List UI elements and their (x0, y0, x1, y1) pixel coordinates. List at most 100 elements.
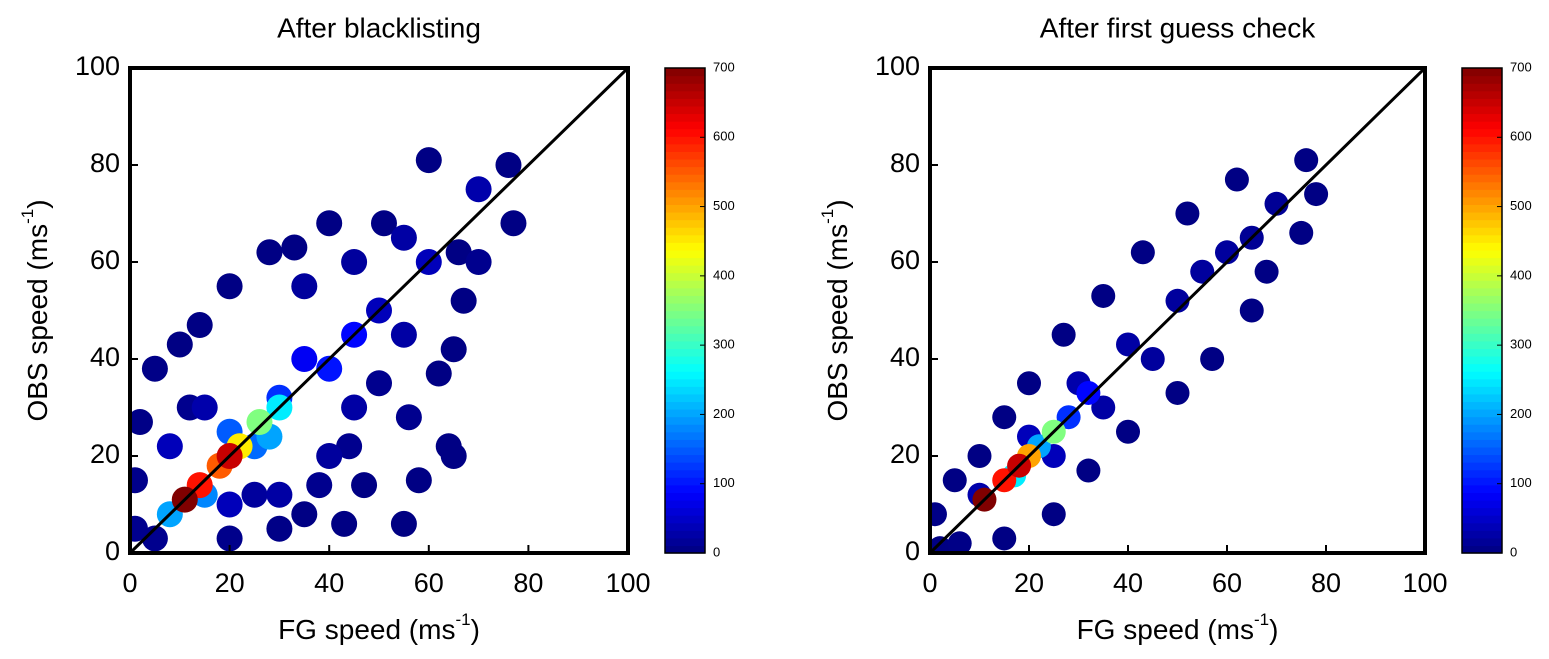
colorbar-cell (665, 196, 705, 206)
colorbar-cell (665, 249, 705, 259)
colorbar-cell (665, 234, 705, 243)
point (141, 355, 168, 382)
point (241, 481, 268, 508)
colorbar-cell (1462, 386, 1502, 395)
point (1239, 298, 1264, 323)
point (390, 510, 417, 537)
point (1190, 259, 1215, 284)
colorbar-cell (1462, 522, 1502, 531)
colorbar-cell (665, 386, 705, 395)
point (316, 443, 343, 469)
colorbar-cell (665, 499, 705, 509)
colorbar-tick-label: 300 (713, 337, 735, 352)
colorbar-cell (1462, 128, 1502, 137)
colorbar-cell (1462, 181, 1502, 190)
colorbar-cell (665, 446, 705, 456)
colorbar-cell (665, 272, 705, 281)
colorbar-cell (665, 310, 705, 319)
y-tick-label: 20 (90, 439, 120, 469)
colorbar-cell (1462, 545, 1502, 554)
colorbar-tick-label: 0 (713, 544, 720, 559)
point (465, 176, 492, 203)
colorbar-cell (665, 174, 705, 183)
x-axis-label-exponent: -1 (455, 610, 470, 629)
colorbar-cell (665, 227, 705, 236)
point (130, 467, 148, 494)
point (156, 433, 183, 460)
point (390, 224, 417, 251)
colorbar-cell (665, 166, 705, 175)
colorbar-cell (1462, 348, 1502, 357)
colorbar-cell (1462, 98, 1502, 107)
colorbar-tick-label: 400 (1510, 267, 1532, 282)
point (967, 444, 992, 468)
colorbar-cell (1462, 143, 1502, 152)
colorbar-cell (1462, 355, 1502, 365)
colorbar-cell (665, 469, 705, 478)
colorbar-cell (1462, 454, 1502, 463)
point (1017, 371, 1041, 396)
point (1076, 380, 1101, 405)
colorbar-cell (665, 181, 705, 190)
y-tick-label: 40 (890, 342, 920, 372)
colorbar-cell (665, 348, 705, 357)
point (341, 394, 368, 421)
colorbar-cell (665, 454, 705, 463)
colorbar-cell (665, 477, 705, 486)
point (216, 491, 243, 518)
colorbar-cell (1462, 158, 1502, 168)
point (1130, 240, 1155, 265)
colorbar-cell (665, 143, 705, 152)
colorbar-cell (1462, 424, 1502, 433)
colorbar-cell (1462, 249, 1502, 259)
x-tick-label: 40 (314, 568, 344, 598)
point (306, 472, 333, 499)
colorbar-tick-label: 700 (1510, 59, 1532, 74)
colorbar-cell (1462, 507, 1502, 516)
colorbar-cell (665, 325, 705, 334)
x-tick-label: 0 (122, 568, 137, 598)
point (395, 404, 422, 431)
colorbar-cell (665, 378, 705, 387)
point (291, 346, 318, 372)
point (256, 239, 283, 266)
colorbar-cell (665, 105, 705, 115)
colorbar-cell (665, 158, 705, 168)
point (216, 273, 243, 300)
point (1294, 148, 1319, 173)
colorbar-tick-label: 500 (713, 198, 735, 213)
colorbar-cell (665, 257, 705, 266)
y-tick-label: 60 (890, 245, 920, 275)
point (186, 312, 213, 339)
colorbar-cell (1462, 280, 1502, 289)
x-tick-label: 80 (1311, 568, 1341, 598)
colorbar-cell (665, 515, 705, 524)
colorbar-cell (665, 113, 705, 122)
y-axis-label: OBS speed (ms-1) (18, 199, 53, 421)
colorbar-cell (1462, 83, 1502, 92)
colorbar-cell (1462, 431, 1502, 440)
colorbar-cell (1462, 105, 1502, 115)
colorbar-cell (1462, 371, 1502, 380)
point (992, 526, 1017, 551)
point (495, 152, 522, 178)
point (130, 409, 153, 436)
point (390, 321, 417, 348)
x-tick-label: 0 (922, 568, 937, 598)
point (992, 405, 1017, 430)
colorbar-cell (665, 75, 705, 84)
colorbar-cell (1462, 333, 1502, 342)
point (445, 239, 472, 266)
colorbar-cell (665, 409, 705, 418)
colorbar-cell (665, 280, 705, 289)
colorbar-cell (665, 136, 705, 145)
colorbar-tick-label: 200 (713, 406, 735, 421)
colorbar-cell (1462, 211, 1502, 221)
y-tick-label: 20 (890, 439, 920, 469)
colorbar-cell (1462, 287, 1502, 296)
colorbar-cell (665, 98, 705, 107)
point (331, 510, 358, 537)
colorbar-cell (1462, 151, 1502, 160)
